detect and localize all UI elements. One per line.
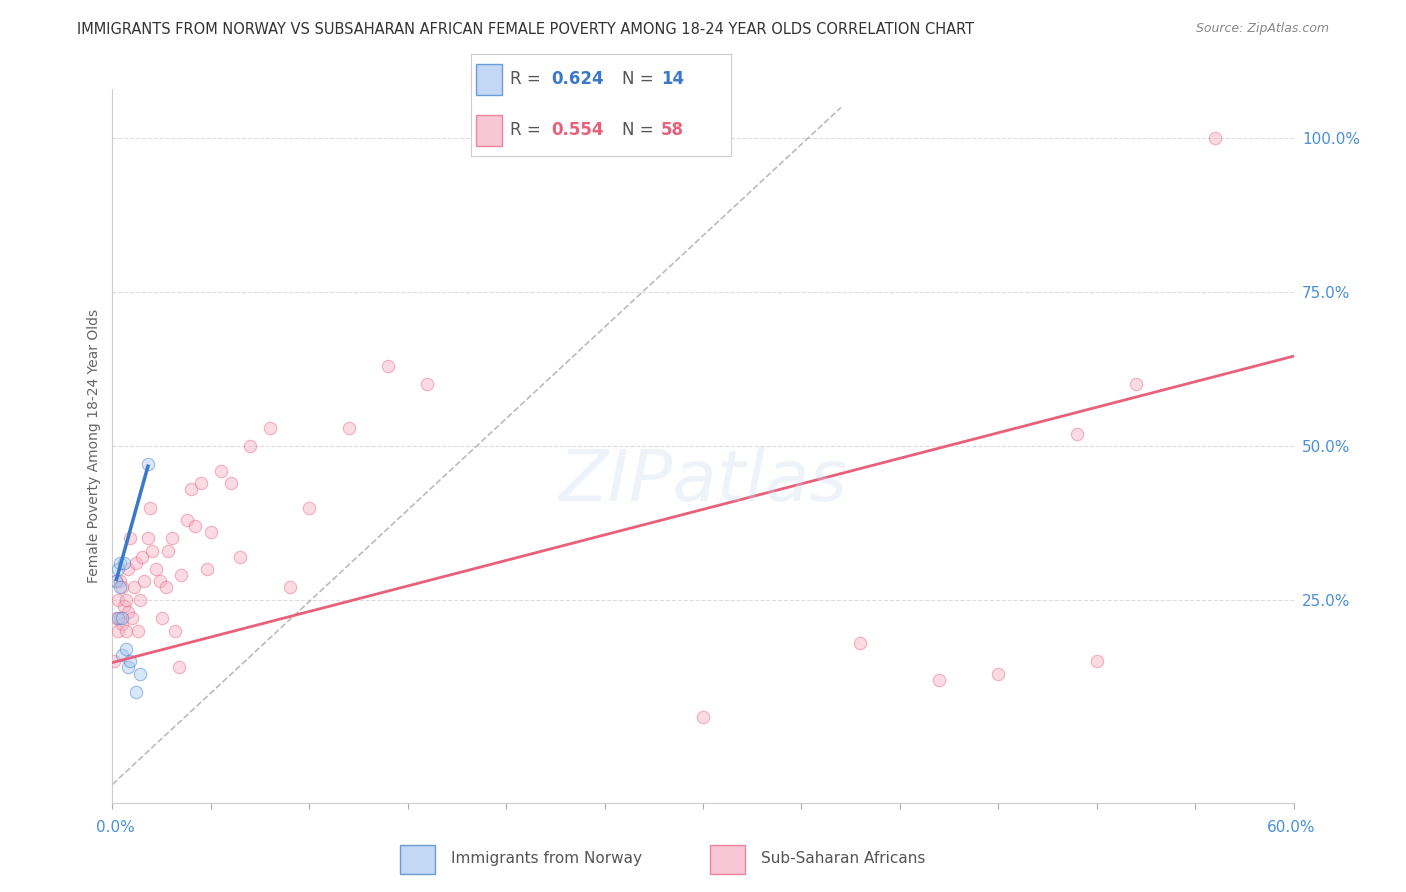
Point	[129, 592, 152, 607]
Point	[105, 574, 128, 589]
Text: N =: N =	[621, 70, 659, 88]
Text: N =: N =	[621, 121, 659, 139]
Point	[160, 531, 183, 545]
Point	[150, 611, 173, 625]
Point	[180, 482, 202, 496]
Point	[337, 420, 360, 434]
Point	[136, 531, 159, 545]
Point	[115, 624, 138, 638]
Point	[110, 556, 132, 570]
Point	[145, 562, 167, 576]
Point	[155, 581, 177, 595]
Point	[987, 666, 1010, 681]
Point	[103, 654, 125, 668]
FancyBboxPatch shape	[401, 845, 434, 874]
Point	[107, 624, 129, 638]
Point	[105, 574, 128, 589]
Point	[136, 458, 159, 472]
Point	[112, 556, 135, 570]
Point	[125, 685, 148, 699]
Text: 0.0%: 0.0%	[96, 821, 135, 835]
Point	[169, 660, 191, 674]
Y-axis label: Female Poverty Among 18-24 Year Olds: Female Poverty Among 18-24 Year Olds	[87, 309, 101, 583]
Point	[111, 617, 134, 632]
Text: IMMIGRANTS FROM NORWAY VS SUBSAHARAN AFRICAN FEMALE POVERTY AMONG 18-24 YEAR OLD: IMMIGRANTS FROM NORWAY VS SUBSAHARAN AFR…	[77, 22, 974, 37]
Point	[184, 519, 207, 533]
Point	[115, 642, 138, 657]
Point	[1066, 426, 1088, 441]
Point	[111, 611, 134, 625]
Point	[105, 611, 128, 625]
Point	[125, 556, 148, 570]
Point	[170, 568, 193, 582]
Text: 60.0%: 60.0%	[1267, 821, 1315, 835]
Point	[298, 500, 321, 515]
Point	[165, 624, 187, 638]
Point	[259, 420, 281, 434]
Point	[377, 359, 399, 373]
Point	[195, 562, 218, 576]
Point	[110, 574, 132, 589]
Point	[141, 543, 163, 558]
Point	[127, 624, 149, 638]
Point	[278, 581, 301, 595]
Point	[122, 581, 145, 595]
Point	[107, 592, 129, 607]
Point	[416, 377, 439, 392]
FancyBboxPatch shape	[477, 64, 502, 95]
Point	[110, 611, 132, 625]
Text: 14: 14	[661, 70, 683, 88]
Point	[112, 599, 135, 613]
Point	[117, 562, 139, 576]
Text: R =: R =	[510, 70, 546, 88]
Point	[107, 611, 129, 625]
Point	[176, 513, 198, 527]
Point	[209, 464, 232, 478]
Text: 58: 58	[661, 121, 683, 139]
Point	[849, 636, 872, 650]
Point	[692, 709, 714, 723]
Text: Source: ZipAtlas.com: Source: ZipAtlas.com	[1195, 22, 1329, 36]
Text: Immigrants from Norway: Immigrants from Norway	[451, 851, 641, 866]
Point	[120, 654, 142, 668]
Point	[115, 592, 138, 607]
Point	[149, 574, 172, 589]
Point	[107, 562, 129, 576]
Point	[190, 475, 212, 490]
Point	[1204, 131, 1226, 145]
Point	[131, 549, 153, 564]
FancyBboxPatch shape	[477, 115, 502, 145]
Point	[111, 648, 134, 662]
Point	[110, 581, 132, 595]
Text: 0.554: 0.554	[551, 121, 605, 139]
Point	[129, 666, 152, 681]
Text: 0.624: 0.624	[551, 70, 605, 88]
Text: R =: R =	[510, 121, 546, 139]
Point	[117, 605, 139, 619]
Point	[928, 673, 950, 687]
FancyBboxPatch shape	[710, 845, 745, 874]
Point	[120, 531, 142, 545]
Point	[200, 525, 222, 540]
Point	[139, 500, 162, 515]
Point	[1125, 377, 1147, 392]
Point	[219, 475, 242, 490]
Text: ZIPatlas: ZIPatlas	[558, 447, 848, 516]
Point	[229, 549, 252, 564]
Point	[132, 574, 155, 589]
Point	[1085, 654, 1108, 668]
Point	[117, 660, 139, 674]
Point	[111, 581, 134, 595]
Point	[121, 611, 143, 625]
Point	[156, 543, 179, 558]
Point	[239, 439, 262, 453]
Text: Sub-Saharan Africans: Sub-Saharan Africans	[761, 851, 925, 866]
